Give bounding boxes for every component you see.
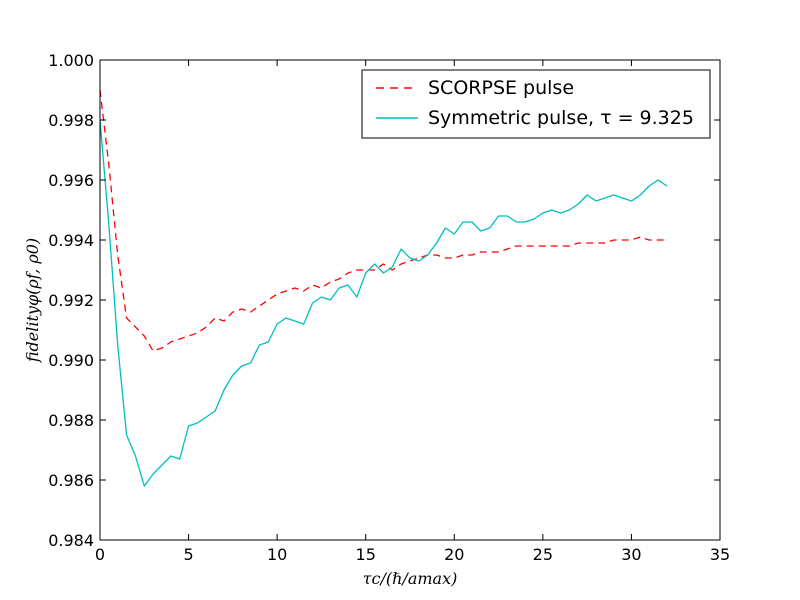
x-axis-label: τc/(ℏ/amax) bbox=[363, 569, 458, 588]
y-tick-label: 0.988 bbox=[48, 411, 94, 430]
legend-label-scorpse: SCORPSE pulse bbox=[428, 77, 574, 99]
y-tick-label: 1.000 bbox=[48, 51, 94, 70]
x-tick-label: 30 bbox=[621, 545, 641, 564]
y-tick-label: 0.998 bbox=[48, 111, 94, 130]
y-tick-label: 0.986 bbox=[48, 471, 94, 490]
x-tick-label: 35 bbox=[710, 545, 730, 564]
x-tick-label: 15 bbox=[356, 545, 376, 564]
plot-area bbox=[99, 89, 668, 487]
y-tick-label: 0.984 bbox=[48, 531, 94, 550]
x-tick-label: 20 bbox=[444, 545, 464, 564]
y-tick-label: 0.992 bbox=[48, 291, 94, 310]
series-line-scorpse bbox=[99, 89, 667, 352]
legend-label-symmetric: Symmetric pulse, τ = 9.325 bbox=[428, 107, 694, 129]
x-tick-label: 10 bbox=[267, 545, 287, 564]
y-tick-label: 0.990 bbox=[48, 351, 94, 370]
axis-ticks: 0 5 10 15 20 25 30 35 0.984 0.986 0.988 0.990 0.992 0… bbox=[48, 51, 730, 564]
x-tick-label: 0 bbox=[95, 545, 105, 564]
series-line-symmetric bbox=[99, 119, 668, 487]
y-tick-label: 0.994 bbox=[48, 231, 94, 250]
x-tick-label: 5 bbox=[183, 545, 193, 564]
legend: SCORPSE pulse Symmetric pulse, τ = 9.325 bbox=[361, 69, 711, 139]
x-tick-label: 25 bbox=[533, 545, 553, 564]
y-tick-label: 0.996 bbox=[48, 171, 94, 190]
legend-box bbox=[361, 69, 711, 139]
y-axis-label: fidelityφ(ρf, ρ0) bbox=[23, 238, 42, 363]
